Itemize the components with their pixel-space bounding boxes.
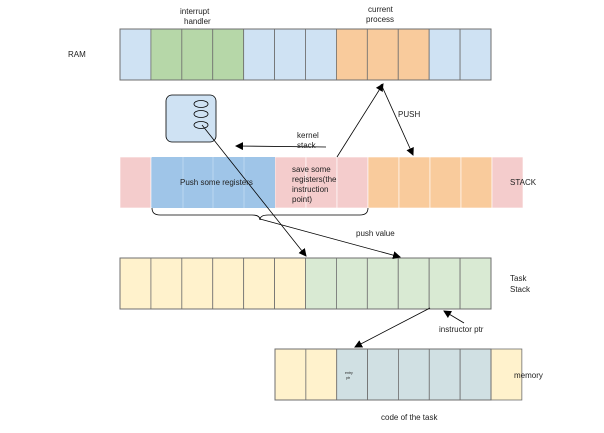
task-stack-cell-11 [459, 257, 492, 310]
task-stack-cell-10 [428, 257, 461, 310]
push-label: PUSH [398, 110, 420, 119]
ram-cell-7 [336, 28, 368, 81]
memory-cell-7 [490, 348, 523, 401]
save-registers-label-1: save some [292, 165, 331, 174]
memory-cell-6 [459, 348, 492, 401]
stack-cell-9 [398, 156, 431, 209]
entry-ptr-label-2: ptr [346, 376, 351, 380]
task-stack-cell-3 [212, 257, 245, 310]
kernel-stack-icon [165, 94, 217, 143]
ram-cell-9 [397, 28, 430, 81]
stack-cell-11 [460, 156, 493, 209]
task-stack-cell-0 [119, 257, 152, 310]
ram-cell-10 [428, 28, 461, 81]
instructor-ptr-label: instructor ptr [439, 325, 484, 334]
arrow-instructor-ptr [354, 307, 431, 348]
push-value-label: push value [356, 229, 395, 238]
ram-cell-11 [459, 28, 492, 81]
push-registers-region [152, 157, 275, 208]
ram-cell-2 [181, 28, 214, 81]
arrow-to-current-process [336, 83, 384, 158]
stack-cell-0 [119, 156, 152, 209]
entry-ptr-label-1: entry [345, 371, 353, 375]
arrow-push [380, 83, 414, 156]
ram-border [119, 28, 492, 81]
ram-cell-3 [212, 28, 245, 81]
task-stack-cell-8 [366, 257, 399, 310]
stack-cell-12 [491, 156, 524, 209]
task-stack-label-1: Task [510, 274, 527, 283]
ram-row [119, 28, 492, 81]
stack-label: STACK [510, 178, 537, 187]
stack-cell-10 [429, 156, 462, 209]
task-stack-row [119, 257, 492, 310]
save-registers-label-3: instruction [292, 185, 328, 194]
ram-cell-4 [243, 28, 275, 81]
memory-label: memory [514, 371, 543, 380]
ram-cell-5 [274, 28, 306, 81]
memory-cell-3 [367, 348, 399, 401]
save-registers-label-2: registers(the [292, 175, 337, 184]
task-stack-label-2: Stack [510, 285, 531, 294]
stack-cell-7 [336, 156, 369, 209]
ram-label: RAM [68, 50, 86, 59]
ram-cell-1 [150, 28, 183, 81]
interrupt-handler-label-1: interrupt [180, 7, 210, 16]
memory-border [274, 348, 492, 401]
stack-brace [151, 207, 369, 221]
save-registers-label-4: point) [292, 195, 312, 204]
task-stack-cell-5 [274, 257, 306, 310]
stack-cell-8 [367, 156, 400, 209]
memory-row [274, 348, 523, 401]
arrow-kernel-stack [235, 142, 327, 151]
task-stack-cell-2 [181, 257, 214, 310]
push-some-registers-label: Push some registers [180, 178, 253, 187]
ram-cell-0 [119, 28, 152, 81]
ram-cell-6 [305, 28, 337, 81]
kernel-stack-label-1: kernel [297, 131, 319, 140]
arrow-push-value [259, 218, 401, 260]
task-stack-cell-7 [336, 257, 368, 310]
task-stack-cell-6 [305, 257, 337, 310]
task-stack-border [119, 257, 492, 310]
memory-cell-1 [305, 348, 338, 401]
memory-cell-5 [428, 348, 461, 401]
memory-cell-0 [274, 348, 307, 401]
interrupt-handler-label-2: handler [184, 17, 211, 26]
stack-cell-6 [305, 156, 338, 209]
ram-cell-8 [366, 28, 399, 81]
current-process-label-1: current [368, 5, 394, 14]
task-stack-cell-4 [243, 257, 275, 310]
kernel-stack-label-2: stack [297, 141, 317, 150]
arrow-to-task-stack [201, 124, 307, 257]
memory-cell-4 [398, 348, 430, 401]
code-of-the-task-label: code of the task [381, 413, 438, 422]
current-process-label-2: process [366, 15, 394, 24]
task-stack-cell-9 [397, 257, 430, 310]
task-stack-cell-1 [150, 257, 183, 310]
arrow-instructor-label [443, 310, 465, 324]
